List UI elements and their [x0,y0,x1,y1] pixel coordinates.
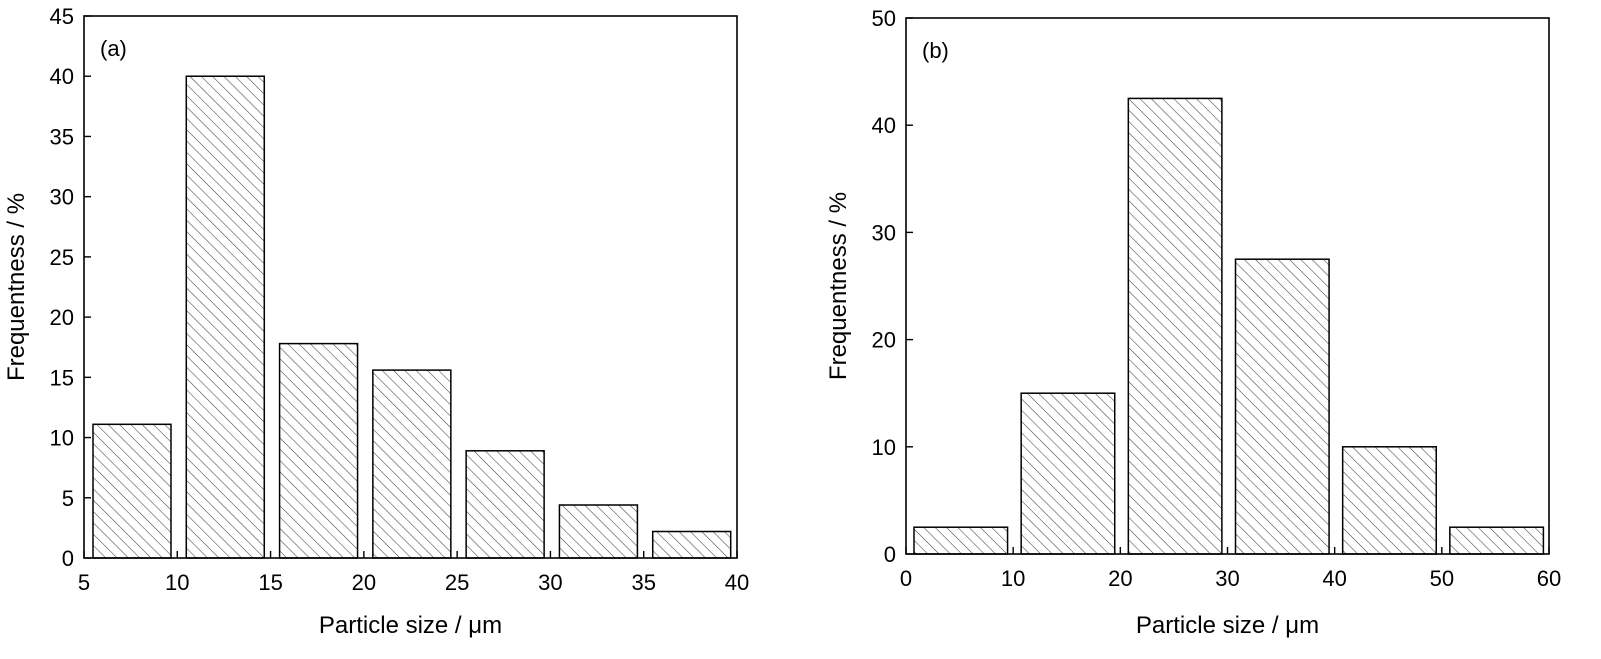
x-tick-label: 15 [258,570,282,595]
plot-frame [905,17,1550,555]
histogram-bar [1449,526,1545,555]
y-tick-label: 25 [50,245,74,270]
y-axis-title: Frequentness / % [3,193,30,381]
y-tick-label: 10 [50,426,74,451]
histogram-bar [651,530,732,559]
histogram-bar [92,423,172,559]
x-tick-label: 10 [165,570,189,595]
x-tick-label: 20 [1108,566,1132,591]
histogram-bar [1341,446,1437,555]
x-tick-label: 40 [725,570,749,595]
histogram-bar [185,75,266,559]
panel-label: (b) [922,38,949,63]
y-tick-label: 5 [62,486,74,511]
histogram-bar [558,504,639,559]
y-axis-title: Frequentness / % [825,192,852,380]
y-tick-label: 35 [50,124,74,149]
x-tick-label: 0 [900,566,912,591]
histogram-bar [278,342,359,559]
histogram-bar [1127,97,1223,555]
histogram-bar [465,450,545,559]
y-tick-label: 40 [50,64,74,89]
x-tick-label: 5 [78,570,90,595]
plot-frame [83,15,738,559]
x-tick-label: 30 [1215,566,1239,591]
x-axis-title: Particle size / μm [1136,612,1319,639]
y-tick-label: 10 [872,435,896,460]
chart-panel-b: 0 10 20 30 40 50 0 10 20 30 40 50 60 Particle size / … [825,6,1561,639]
x-tick-label: 40 [1322,566,1346,591]
x-tick-label: 30 [538,570,562,595]
x-tick-label: 60 [1537,566,1561,591]
histogram-bar [372,369,452,559]
y-tick-label: 30 [872,220,896,245]
histogram-bar [1234,258,1330,555]
y-tick-label: 20 [872,328,896,353]
y-tick-label: 15 [50,365,74,390]
y-tick-label: 30 [50,185,74,210]
histogram-bar [1020,392,1116,555]
y-tick-label: 0 [62,546,74,571]
x-axis-title: Particle size / μm [319,612,502,639]
y-tick-label: 20 [50,305,74,330]
x-tick-label: 50 [1430,566,1454,591]
x-tick-label: 35 [631,570,655,595]
x-tick-label: 25 [445,570,469,595]
y-tick-label: 45 [50,4,74,29]
y-tick-label: 40 [872,113,896,138]
y-tick-label: 50 [872,6,896,31]
y-tick-label: 0 [884,542,896,567]
panel-label: (a) [100,36,127,61]
histogram-bar [913,526,1009,555]
x-tick-label: 10 [1001,566,1025,591]
x-tick-label: 20 [352,570,376,595]
